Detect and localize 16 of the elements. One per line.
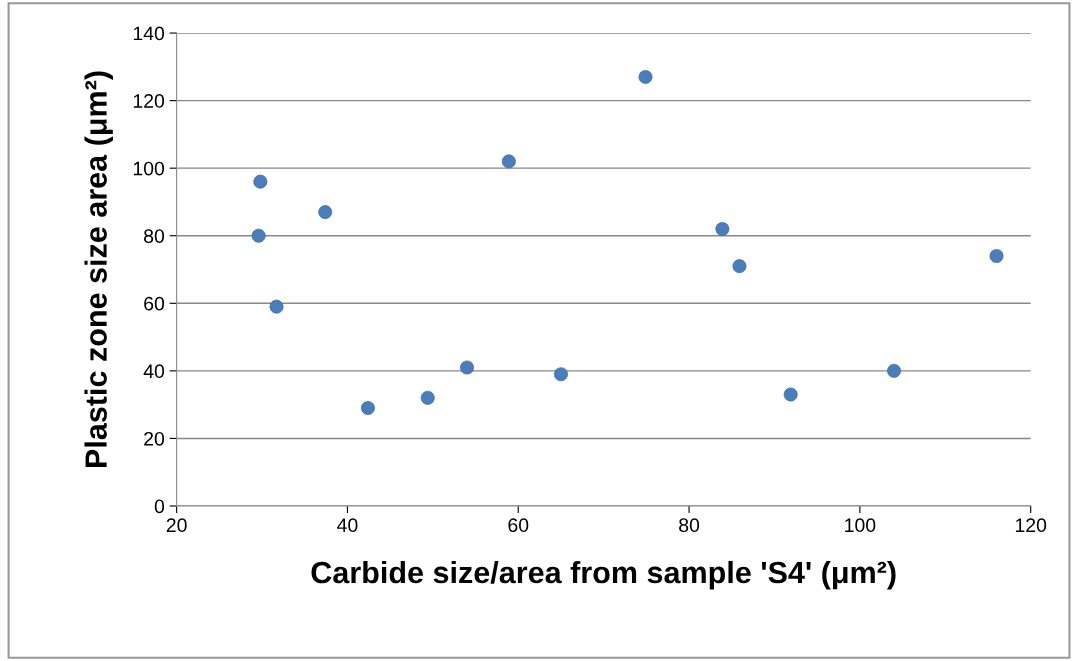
x-tick-label: 60 bbox=[508, 518, 529, 533]
y-axis-title: Plastic zone size area (μm²) bbox=[84, 71, 113, 468]
x-tick-label: 100 bbox=[845, 518, 876, 533]
y-tick-label: 20 bbox=[144, 431, 165, 446]
y-tick-label: 140 bbox=[133, 26, 165, 41]
y-tick-label: 120 bbox=[133, 94, 165, 108]
x-tick-label: 20 bbox=[166, 518, 187, 533]
y-tick-label: 60 bbox=[144, 296, 165, 311]
y-tick-label: 0 bbox=[154, 499, 165, 514]
x-tick-label: 120 bbox=[1015, 518, 1047, 533]
y-tick-label: 100 bbox=[133, 161, 165, 176]
y-tick-label: 40 bbox=[143, 364, 165, 379]
x-tick-label: 80 bbox=[679, 518, 700, 533]
x-tick-label: 40 bbox=[337, 518, 358, 533]
y-tick-label: 80 bbox=[144, 229, 165, 243]
x-axis-title: Carbide size/area from sample 'S4' (μm²) bbox=[311, 560, 896, 590]
